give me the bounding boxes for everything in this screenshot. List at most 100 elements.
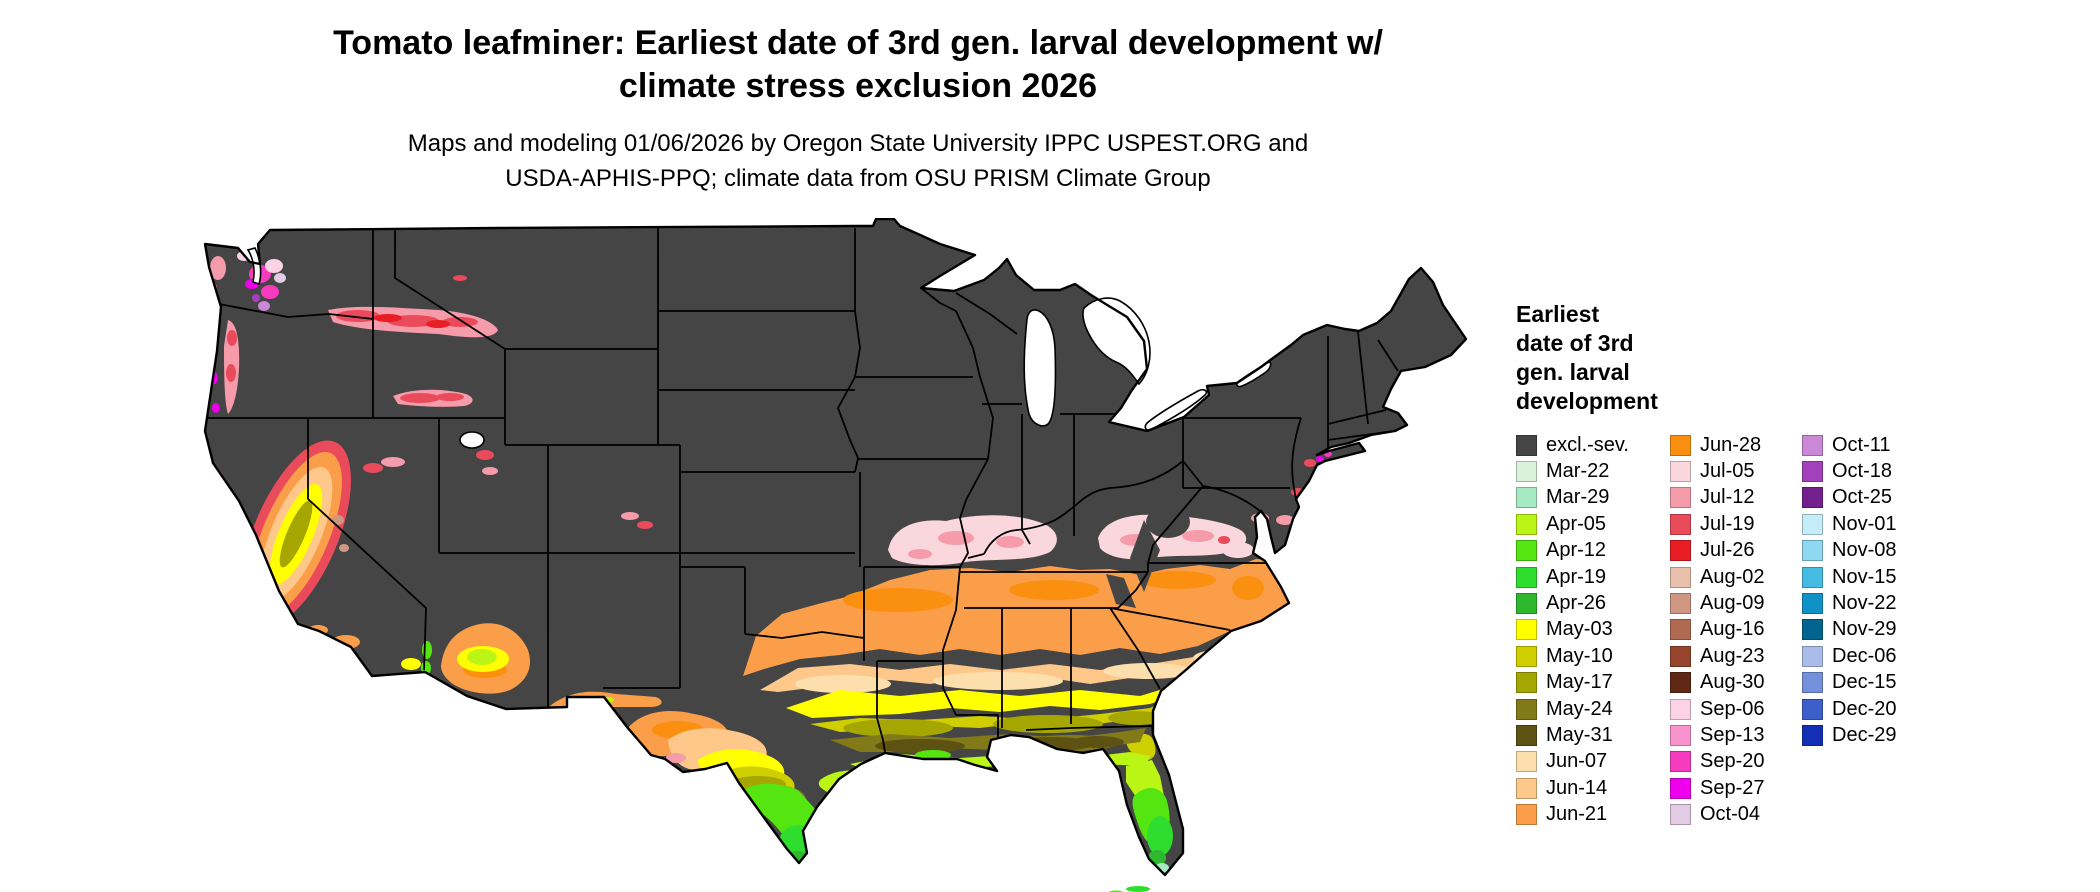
- legend-item: Apr-12: [1516, 538, 1629, 564]
- legend-swatch: [1516, 513, 1537, 535]
- legend-label: Aug-30: [1700, 671, 1765, 694]
- legend-swatch: [1516, 698, 1537, 720]
- legend-swatch: [1670, 566, 1691, 588]
- legend-item: Mar-29: [1516, 485, 1629, 511]
- legend-swatch: [1670, 434, 1691, 456]
- legend-label: Dec-29: [1832, 723, 1897, 746]
- state-borders: [205, 228, 1402, 753]
- legend-label: Oct-04: [1700, 803, 1761, 826]
- legend-title-line: date of 3rd: [1516, 330, 1634, 356]
- legend-label: excl.-sev.: [1546, 433, 1629, 456]
- legend-swatch: [1802, 434, 1823, 456]
- legend-swatch: [1516, 724, 1537, 746]
- legend-item: Jul-12: [1670, 485, 1765, 511]
- legend-swatch: [1670, 645, 1691, 667]
- legend-item: Nov-01: [1802, 511, 1896, 537]
- legend-swatch: [1516, 804, 1537, 826]
- legend-swatch: [1802, 566, 1823, 588]
- legend-label: Oct-25: [1832, 486, 1893, 509]
- legend-swatch: [1516, 540, 1537, 562]
- legend-swatch: [1670, 461, 1691, 483]
- legend-label: Sep-13: [1700, 723, 1765, 746]
- legend-item: May-03: [1516, 617, 1629, 643]
- legend-swatch: [1670, 672, 1691, 694]
- legend-label: Sep-27: [1700, 776, 1765, 799]
- great-salt-lake: [459, 431, 485, 449]
- map-figure: [198, 218, 1468, 892]
- legend-label: Jun-14: [1546, 776, 1608, 799]
- legend-column-3: Oct-11 Oct-18 Oct-25 Nov-01 Nov-08 Nov-15 Nov-…: [1802, 432, 1896, 749]
- legend-label: Dec-20: [1832, 697, 1897, 720]
- legend-swatch: [1802, 645, 1823, 667]
- legend-item: Jul-05: [1670, 458, 1765, 484]
- legend-item: Oct-25: [1802, 485, 1896, 511]
- legend-label: May-03: [1546, 618, 1613, 641]
- legend-swatch: [1670, 487, 1691, 509]
- legend-label: Apr-26: [1546, 592, 1607, 615]
- legend-item: Dec-15: [1802, 670, 1896, 696]
- legend-label: Aug-02: [1700, 565, 1765, 588]
- legend-item: Nov-15: [1802, 564, 1896, 590]
- legend-item: Nov-29: [1802, 617, 1896, 643]
- legend-item: Aug-09: [1670, 590, 1765, 616]
- legend-item: Oct-04: [1670, 801, 1765, 827]
- legend-title-line: Earliest: [1516, 301, 1600, 327]
- legend-label: May-24: [1546, 697, 1613, 720]
- legend-label: Nov-08: [1832, 539, 1897, 562]
- title-line-1: Tomato leafminer: Earliest date of 3rd g…: [333, 24, 1383, 62]
- legend-swatch: [1802, 672, 1823, 694]
- legend-swatch: [1516, 777, 1537, 799]
- lake-erie: [1144, 388, 1208, 431]
- legend-item: Aug-30: [1670, 670, 1765, 696]
- legend-title-line: gen. larval: [1516, 359, 1630, 385]
- legend-swatch: [1670, 804, 1691, 826]
- legend-label: May-31: [1546, 723, 1613, 746]
- legend-label: Sep-06: [1700, 697, 1765, 720]
- legend-title-line: development: [1516, 388, 1658, 414]
- legend-item: Jul-26: [1670, 538, 1765, 564]
- legend-item: Aug-02: [1670, 564, 1765, 590]
- legend-item: Sep-27: [1670, 775, 1765, 801]
- legend-label: Jun-21: [1546, 803, 1608, 826]
- legend-item: Sep-20: [1670, 749, 1765, 775]
- legend-swatch: [1802, 698, 1823, 720]
- legend-swatch: [1670, 751, 1691, 773]
- legend-item: Jun-14: [1516, 775, 1629, 801]
- legend-swatch: [1516, 619, 1537, 641]
- legend-item: May-10: [1516, 643, 1629, 669]
- legend-label: Jul-19: [1700, 512, 1755, 535]
- us-outline: [203, 218, 1468, 877]
- legend-swatch: [1802, 724, 1823, 746]
- legend-label: May-10: [1546, 644, 1613, 667]
- legend-label: Nov-29: [1832, 618, 1897, 641]
- legend-label: Mar-29: [1546, 486, 1610, 509]
- legend-label: Jun-28: [1700, 433, 1762, 456]
- legend-swatch: [1516, 672, 1537, 694]
- legend-item: Jun-21: [1516, 801, 1629, 827]
- legend-item: Nov-22: [1802, 590, 1896, 616]
- legend-label: Apr-12: [1546, 539, 1607, 562]
- legend-swatch: [1516, 487, 1537, 509]
- legend-item: Aug-23: [1670, 643, 1765, 669]
- legend-swatch: [1516, 434, 1537, 456]
- legend-swatch: [1516, 566, 1537, 588]
- legend-item: May-17: [1516, 670, 1629, 696]
- legend-label: Oct-18: [1832, 460, 1893, 483]
- legend-label: Nov-22: [1832, 592, 1897, 615]
- legend-column-1: excl.-sev. Mar-22 Mar-29 Apr-05 Apr-12 Apr-19…: [1516, 432, 1629, 828]
- legend-swatch: [1802, 540, 1823, 562]
- legend-label: Jul-12: [1700, 486, 1755, 509]
- legend-label: Apr-19: [1546, 565, 1607, 588]
- legend-item: excl.-sev.: [1516, 432, 1629, 458]
- great-lakes: [246, 247, 1272, 449]
- legend-swatch: [1516, 645, 1537, 667]
- legend-label: Nov-01: [1832, 512, 1897, 535]
- lake-huron: [1082, 297, 1151, 386]
- legend-swatch: [1802, 487, 1823, 509]
- legend-swatch: [1670, 777, 1691, 799]
- legend-swatch: [1670, 593, 1691, 615]
- legend-swatch: [1802, 461, 1823, 483]
- subtitle-line-1: Maps and modeling 01/06/2026 by Oregon S…: [407, 130, 1309, 157]
- legend-item: Apr-05: [1516, 511, 1629, 537]
- legend-label: Oct-11: [1832, 433, 1891, 456]
